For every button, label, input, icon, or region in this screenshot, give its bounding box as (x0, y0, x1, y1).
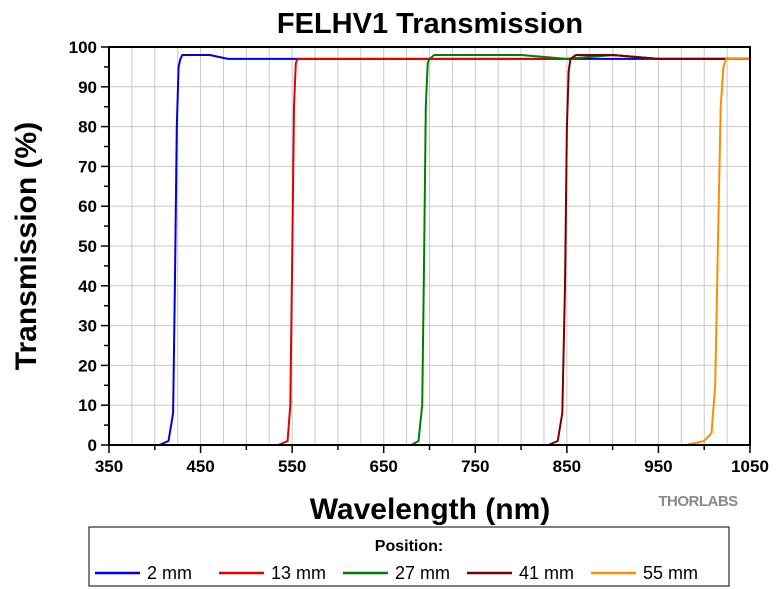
series-line-41-mm (109, 54, 750, 446)
y-tick-label: 20 (78, 356, 97, 375)
legend-box (88, 526, 730, 587)
legend-label: 2 mm (147, 563, 192, 583)
thorlabs-logo: THORLABS (658, 493, 738, 510)
y-tick-label: 10 (78, 396, 97, 415)
y-tick-label: 90 (78, 78, 97, 97)
y-tick-label: 100 (69, 38, 97, 57)
legend-label: 55 mm (643, 563, 698, 583)
legend-entries: 2 mm 13 mm 27 mm 41 mm 55 mm (95, 563, 698, 583)
y-tick-label: 60 (78, 197, 97, 216)
y-tick-label: 50 (78, 237, 97, 256)
y-tick-label: 40 (78, 277, 97, 296)
x-axis-title: Wavelength (nm) (310, 493, 551, 526)
x-tick-label: 450 (186, 457, 214, 476)
y-tick-label: 0 (88, 436, 97, 455)
legend-label: 13 mm (271, 563, 326, 583)
x-tick-labels: 350 450 550 650 750 850 950 1050 (95, 457, 769, 476)
legend-label: 27 mm (395, 563, 450, 583)
x-tick-label: 550 (278, 457, 306, 476)
x-tick-label: 350 (95, 457, 123, 476)
x-tick-label: 1050 (731, 457, 769, 476)
y-tick-labels: 0 10 20 30 40 50 60 70 80 90 100 (69, 38, 97, 455)
series-line-55-mm (109, 57, 750, 446)
legend-label: 41 mm (519, 563, 574, 583)
series-lines (109, 54, 750, 446)
grid-lines (109, 47, 750, 445)
x-tick-label: 650 (370, 457, 398, 476)
axis-ticks (101, 46, 751, 453)
y-tick-label: 30 (78, 317, 97, 336)
legend-title: Position: (375, 538, 443, 555)
y-tick-label: 80 (78, 118, 97, 137)
y-tick-label: 70 (78, 157, 97, 176)
y-axis-title: Transmission (%) (10, 122, 43, 370)
x-tick-label: 950 (644, 457, 672, 476)
x-tick-label: 850 (553, 457, 581, 476)
chart-title: FELHV1 Transmission (277, 8, 583, 40)
x-tick-label: 750 (461, 457, 489, 476)
